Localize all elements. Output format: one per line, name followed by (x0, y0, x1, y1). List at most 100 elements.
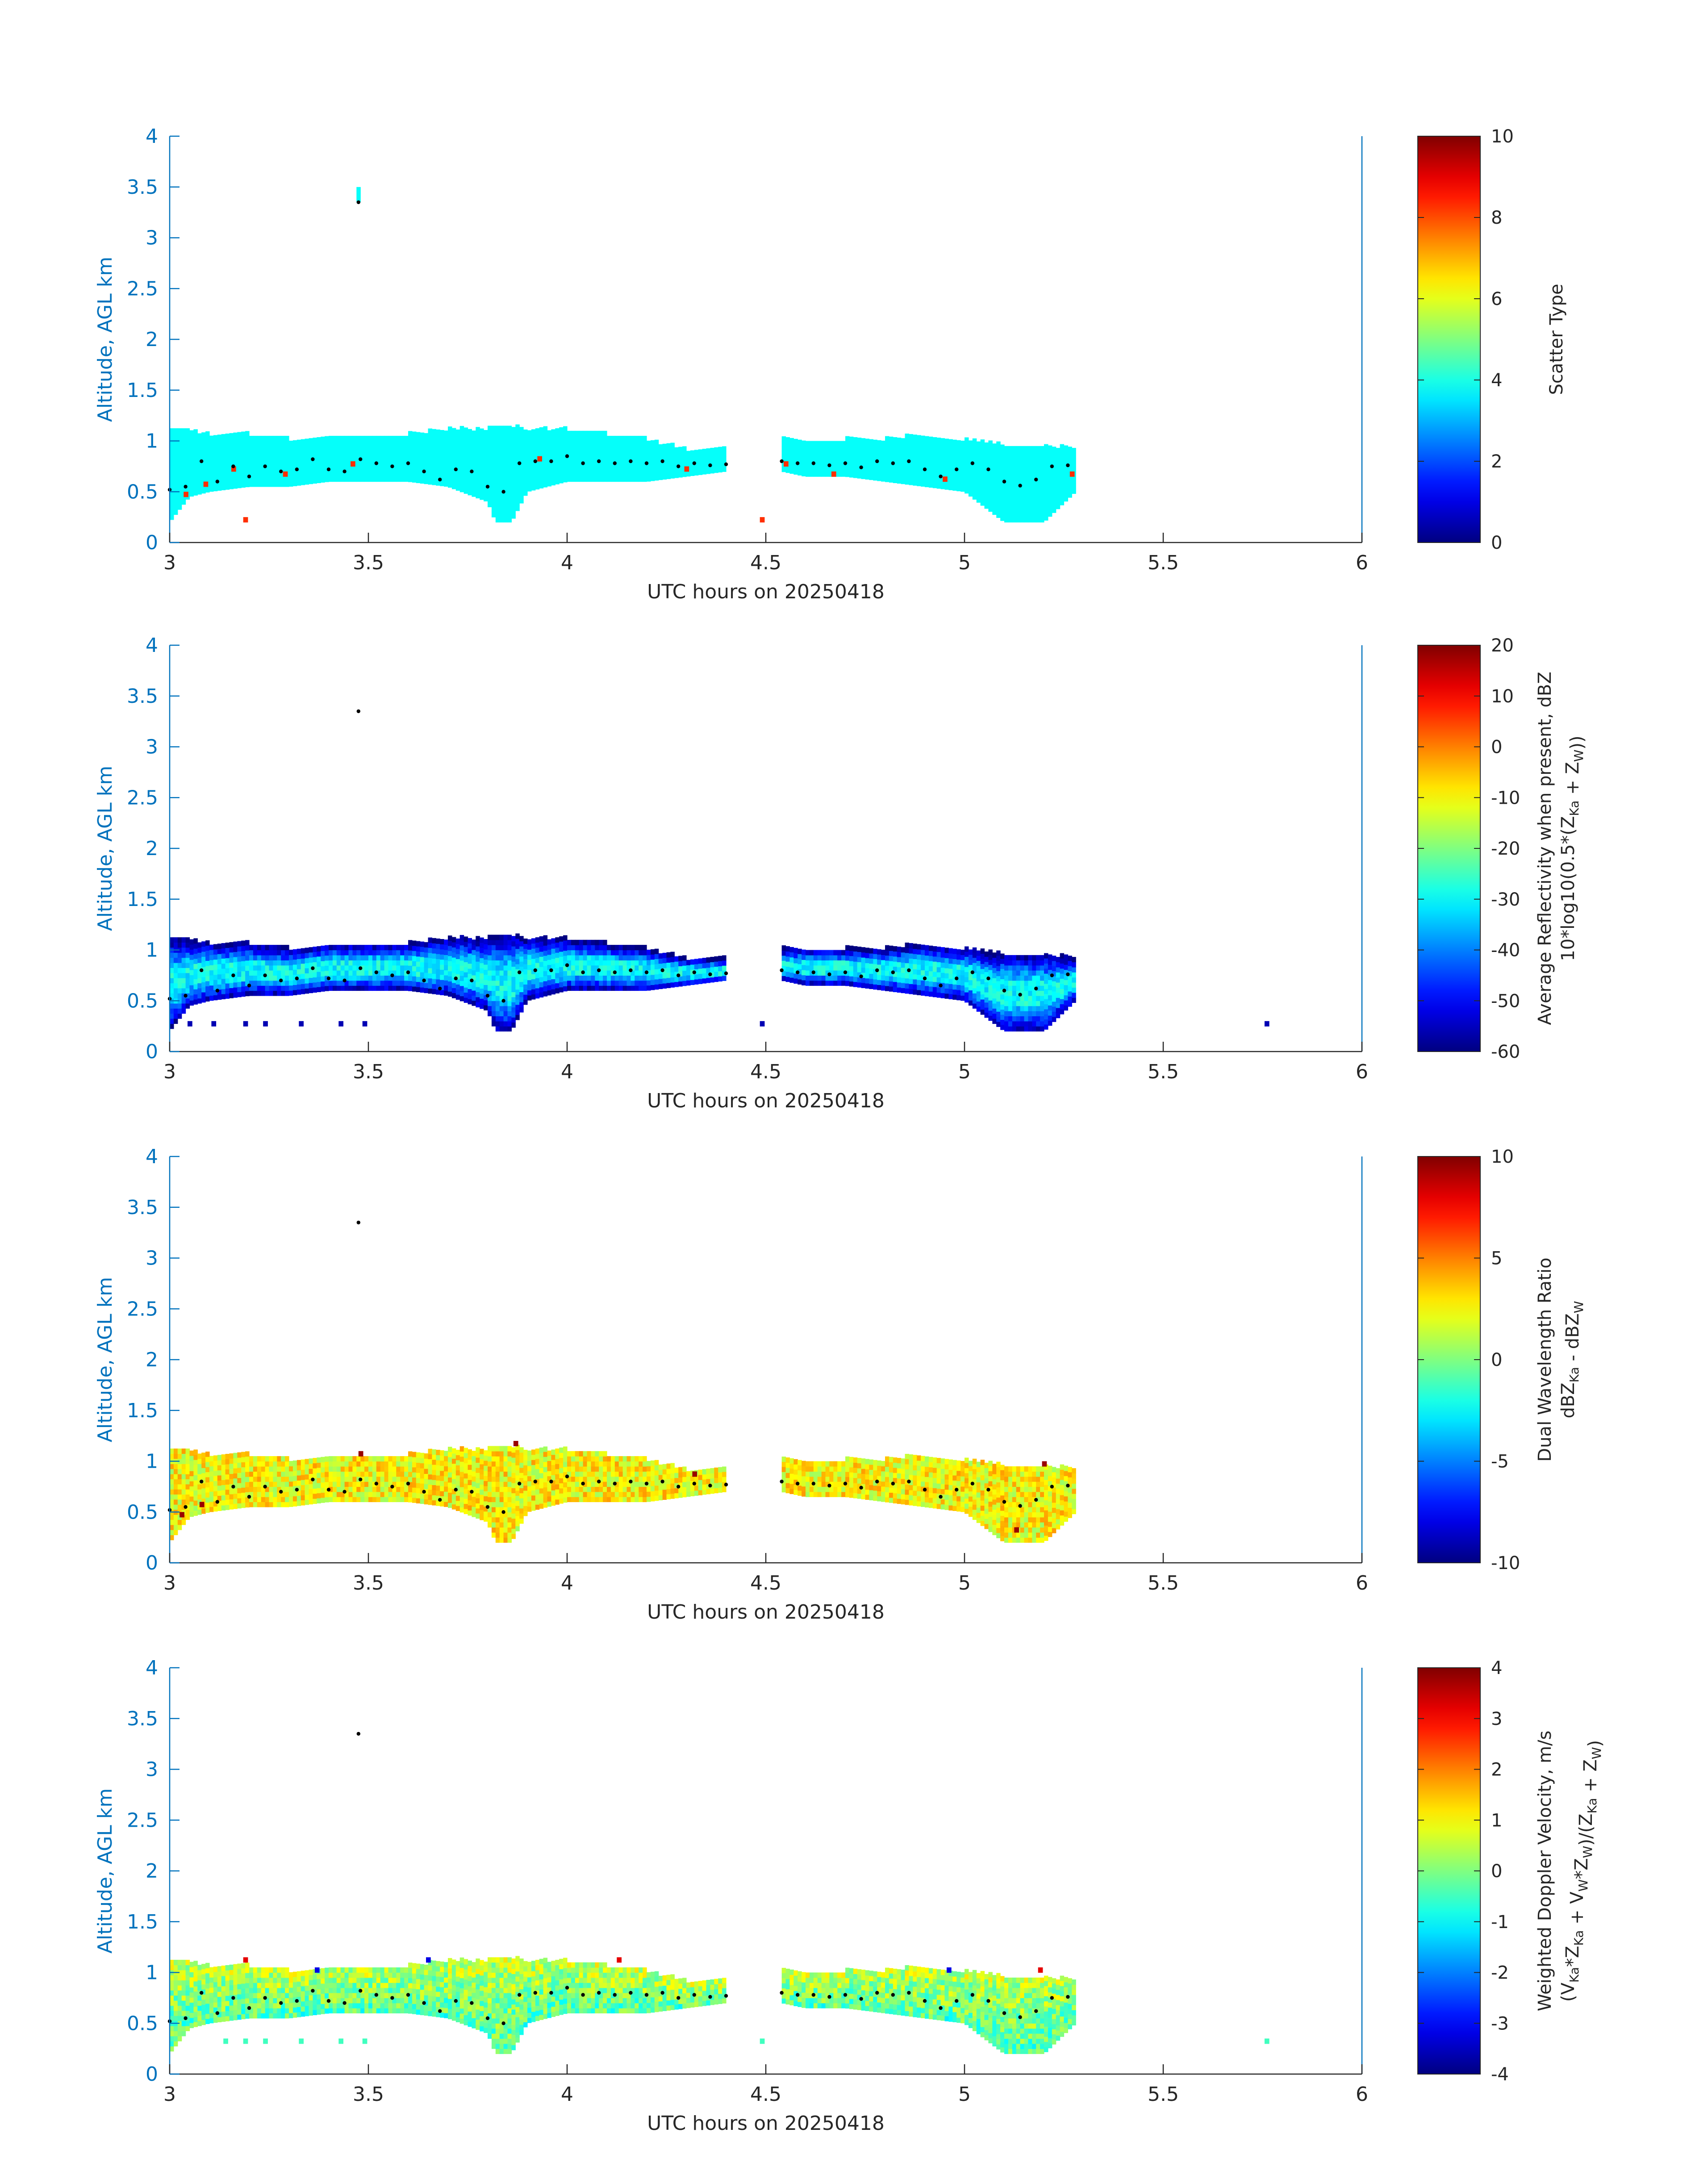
heatmap-cell (380, 981, 385, 986)
heatmap-cell (468, 434, 472, 439)
heatmap-cell (635, 970, 639, 976)
heatmap-cell (515, 1010, 520, 1015)
heatmap-cell (901, 957, 906, 963)
heatmap-cell (460, 431, 464, 436)
heatmap-cell (595, 940, 599, 945)
heatmap-cell (257, 945, 262, 950)
heatmap-cell (1052, 477, 1057, 483)
heatmap-cell (1040, 512, 1044, 518)
heatmap-cell (408, 960, 413, 966)
heatmap-cell (464, 987, 468, 993)
heatmap-cell (428, 938, 433, 943)
heatmap-cell (321, 956, 325, 961)
heatmap-cell (178, 1448, 182, 1454)
heatmap-cell (174, 963, 178, 968)
heatmap-cell (913, 440, 917, 445)
heatmap-cell (1020, 1001, 1025, 1006)
heatmap-cell (1016, 476, 1021, 482)
heatmap-cell (257, 1461, 262, 1467)
heatmap-cell (873, 974, 877, 980)
heatmap-cell (1048, 980, 1052, 985)
heatmap-cell (885, 462, 889, 467)
heatmap-cell (265, 965, 270, 971)
heatmap-cell (869, 449, 873, 455)
heatmap-cell (273, 461, 277, 467)
heatmap-cell (1016, 497, 1021, 502)
heatmap-cell (230, 459, 234, 464)
heatmap-cell (186, 968, 190, 973)
heatmap-cell (567, 466, 572, 472)
x-tick-label: 5 (958, 1060, 971, 1083)
heatmap-cell (416, 463, 421, 468)
heatmap-cell (563, 442, 568, 447)
heatmap-cell (587, 436, 592, 441)
heatmap-cell (1020, 975, 1025, 981)
heatmap-cell (1000, 465, 1005, 470)
heatmap-cell (547, 939, 552, 945)
heatmap-cell (241, 447, 246, 452)
heatmap-cell (408, 981, 413, 986)
trace-point (923, 468, 927, 471)
heatmap-cell (535, 469, 540, 474)
heatmap-cell (492, 955, 496, 960)
heatmap-cell (448, 966, 452, 971)
heatmap-cell (201, 1508, 206, 1514)
heatmap-cell (952, 969, 957, 974)
heatmap-cell (424, 983, 429, 988)
colorbar-tick-label: 10 (1491, 686, 1514, 707)
heatmap-cell (289, 481, 293, 487)
heatmap-cell (269, 476, 274, 482)
heatmap-cell (631, 451, 635, 456)
heatmap-cell (969, 990, 973, 995)
heatmap-cell (1000, 974, 1005, 979)
heatmap-cell (1036, 451, 1040, 456)
heatmap-cell (599, 466, 603, 472)
heatmap-cell (1052, 966, 1057, 971)
heatmap-cell (917, 471, 921, 476)
heatmap-cell (945, 464, 949, 469)
heatmap-cell (1040, 996, 1044, 1001)
heatmap-cell (444, 451, 448, 456)
heatmap-cell (508, 476, 512, 482)
heatmap-cell (603, 960, 607, 965)
heatmap-cell (631, 960, 635, 965)
heatmap-cell (448, 981, 452, 987)
heatmap-cell (325, 456, 329, 462)
heatmap-cell (635, 950, 639, 956)
heatmap-cell (909, 984, 913, 989)
heatmap-cell (257, 482, 262, 487)
heatmap-cell (226, 943, 230, 948)
heatmap-cell (818, 960, 822, 965)
heatmap-cell (237, 1453, 242, 1458)
heatmap-cell (249, 1456, 254, 1461)
heatmap-cell (948, 449, 953, 455)
heatmap-cell (452, 947, 456, 952)
heatmap-cell (877, 476, 881, 481)
heatmap-cell (714, 468, 718, 473)
heatmap-cell (973, 474, 977, 479)
heatmap-cell (257, 970, 262, 976)
heatmap-cell (917, 435, 921, 440)
heatmap-cell (285, 456, 289, 462)
heatmap-cell (913, 984, 917, 989)
heatmap-cell (492, 985, 496, 991)
heatmap-cell (492, 456, 496, 462)
heatmap-cell (277, 950, 281, 956)
heatmap-cell (523, 969, 528, 974)
heatmap-cell (826, 472, 830, 477)
heatmap-cell (230, 978, 234, 983)
heatmap-cell (952, 475, 957, 480)
trace-point (971, 461, 974, 465)
heatmap-cell (178, 428, 182, 434)
heatmap-cell (213, 451, 218, 456)
heatmap-cell (929, 946, 933, 951)
heatmap-cell (563, 935, 568, 941)
heatmap-cell (1048, 496, 1052, 501)
heatmap-cell (261, 472, 266, 477)
heatmap-cell (237, 463, 242, 468)
heatmap-cell (1040, 487, 1044, 492)
heatmap-cell (500, 451, 504, 456)
heatmap-cell (977, 497, 981, 503)
heatmap-cell (822, 456, 826, 462)
heatmap-cell (643, 441, 647, 447)
